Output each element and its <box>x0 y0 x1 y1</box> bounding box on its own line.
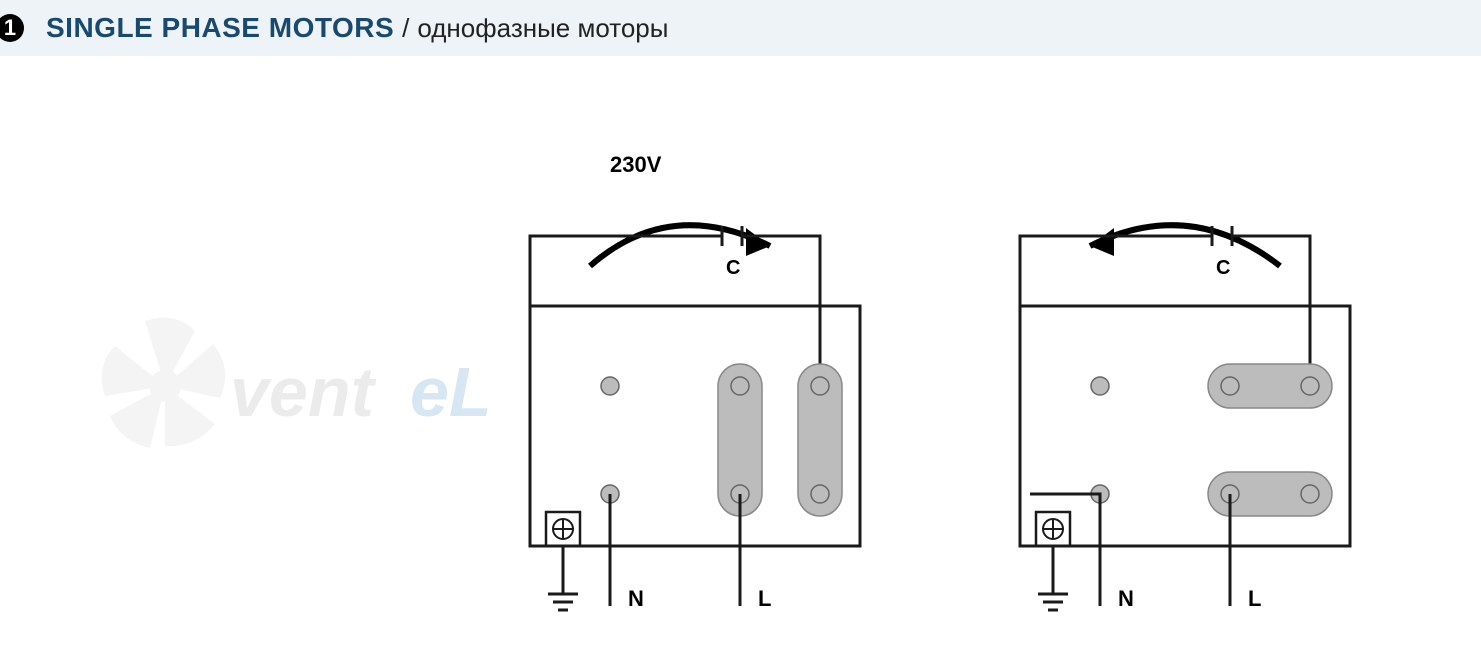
terminal-link <box>1208 472 1332 516</box>
title-sub: однофазные моторы <box>417 13 668 44</box>
title-main: SINGLE PHASE MOTORS <box>46 12 394 44</box>
wiring-diagram-cw: C <box>470 206 890 651</box>
n-label: N <box>1118 586 1134 611</box>
l-label: L <box>758 586 771 611</box>
header-bar: 1 SINGLE PHASE MOTORS / однофазные мотор… <box>0 0 1481 56</box>
ground-wire <box>548 546 578 610</box>
ground-wire <box>1038 546 1068 610</box>
terminal-link <box>798 364 842 516</box>
svg-text:vent: vent <box>230 353 377 431</box>
terminal-link <box>718 364 762 516</box>
section-number-badge: 1 <box>0 14 24 42</box>
section-number: 1 <box>4 15 16 41</box>
watermark-logo: vent eL <box>100 296 520 476</box>
title-slash: / <box>402 13 409 44</box>
title-wrap: SINGLE PHASE MOTORS / однофазные моторы <box>46 12 668 44</box>
content-area: vent eL 230V C <box>0 56 1481 616</box>
terminal-dot <box>601 377 619 395</box>
terminal-link <box>1208 364 1332 408</box>
n-label: N <box>628 586 644 611</box>
rotation-arrow-ccw <box>1090 225 1280 266</box>
terminal-dot <box>1091 377 1109 395</box>
wiring-diagram-ccw: C <box>960 206 1380 651</box>
l-label: L <box>1248 586 1261 611</box>
capacitor-label: C <box>1216 257 1230 279</box>
capacitor-label: C <box>726 257 740 279</box>
voltage-label: 230V <box>610 152 661 178</box>
